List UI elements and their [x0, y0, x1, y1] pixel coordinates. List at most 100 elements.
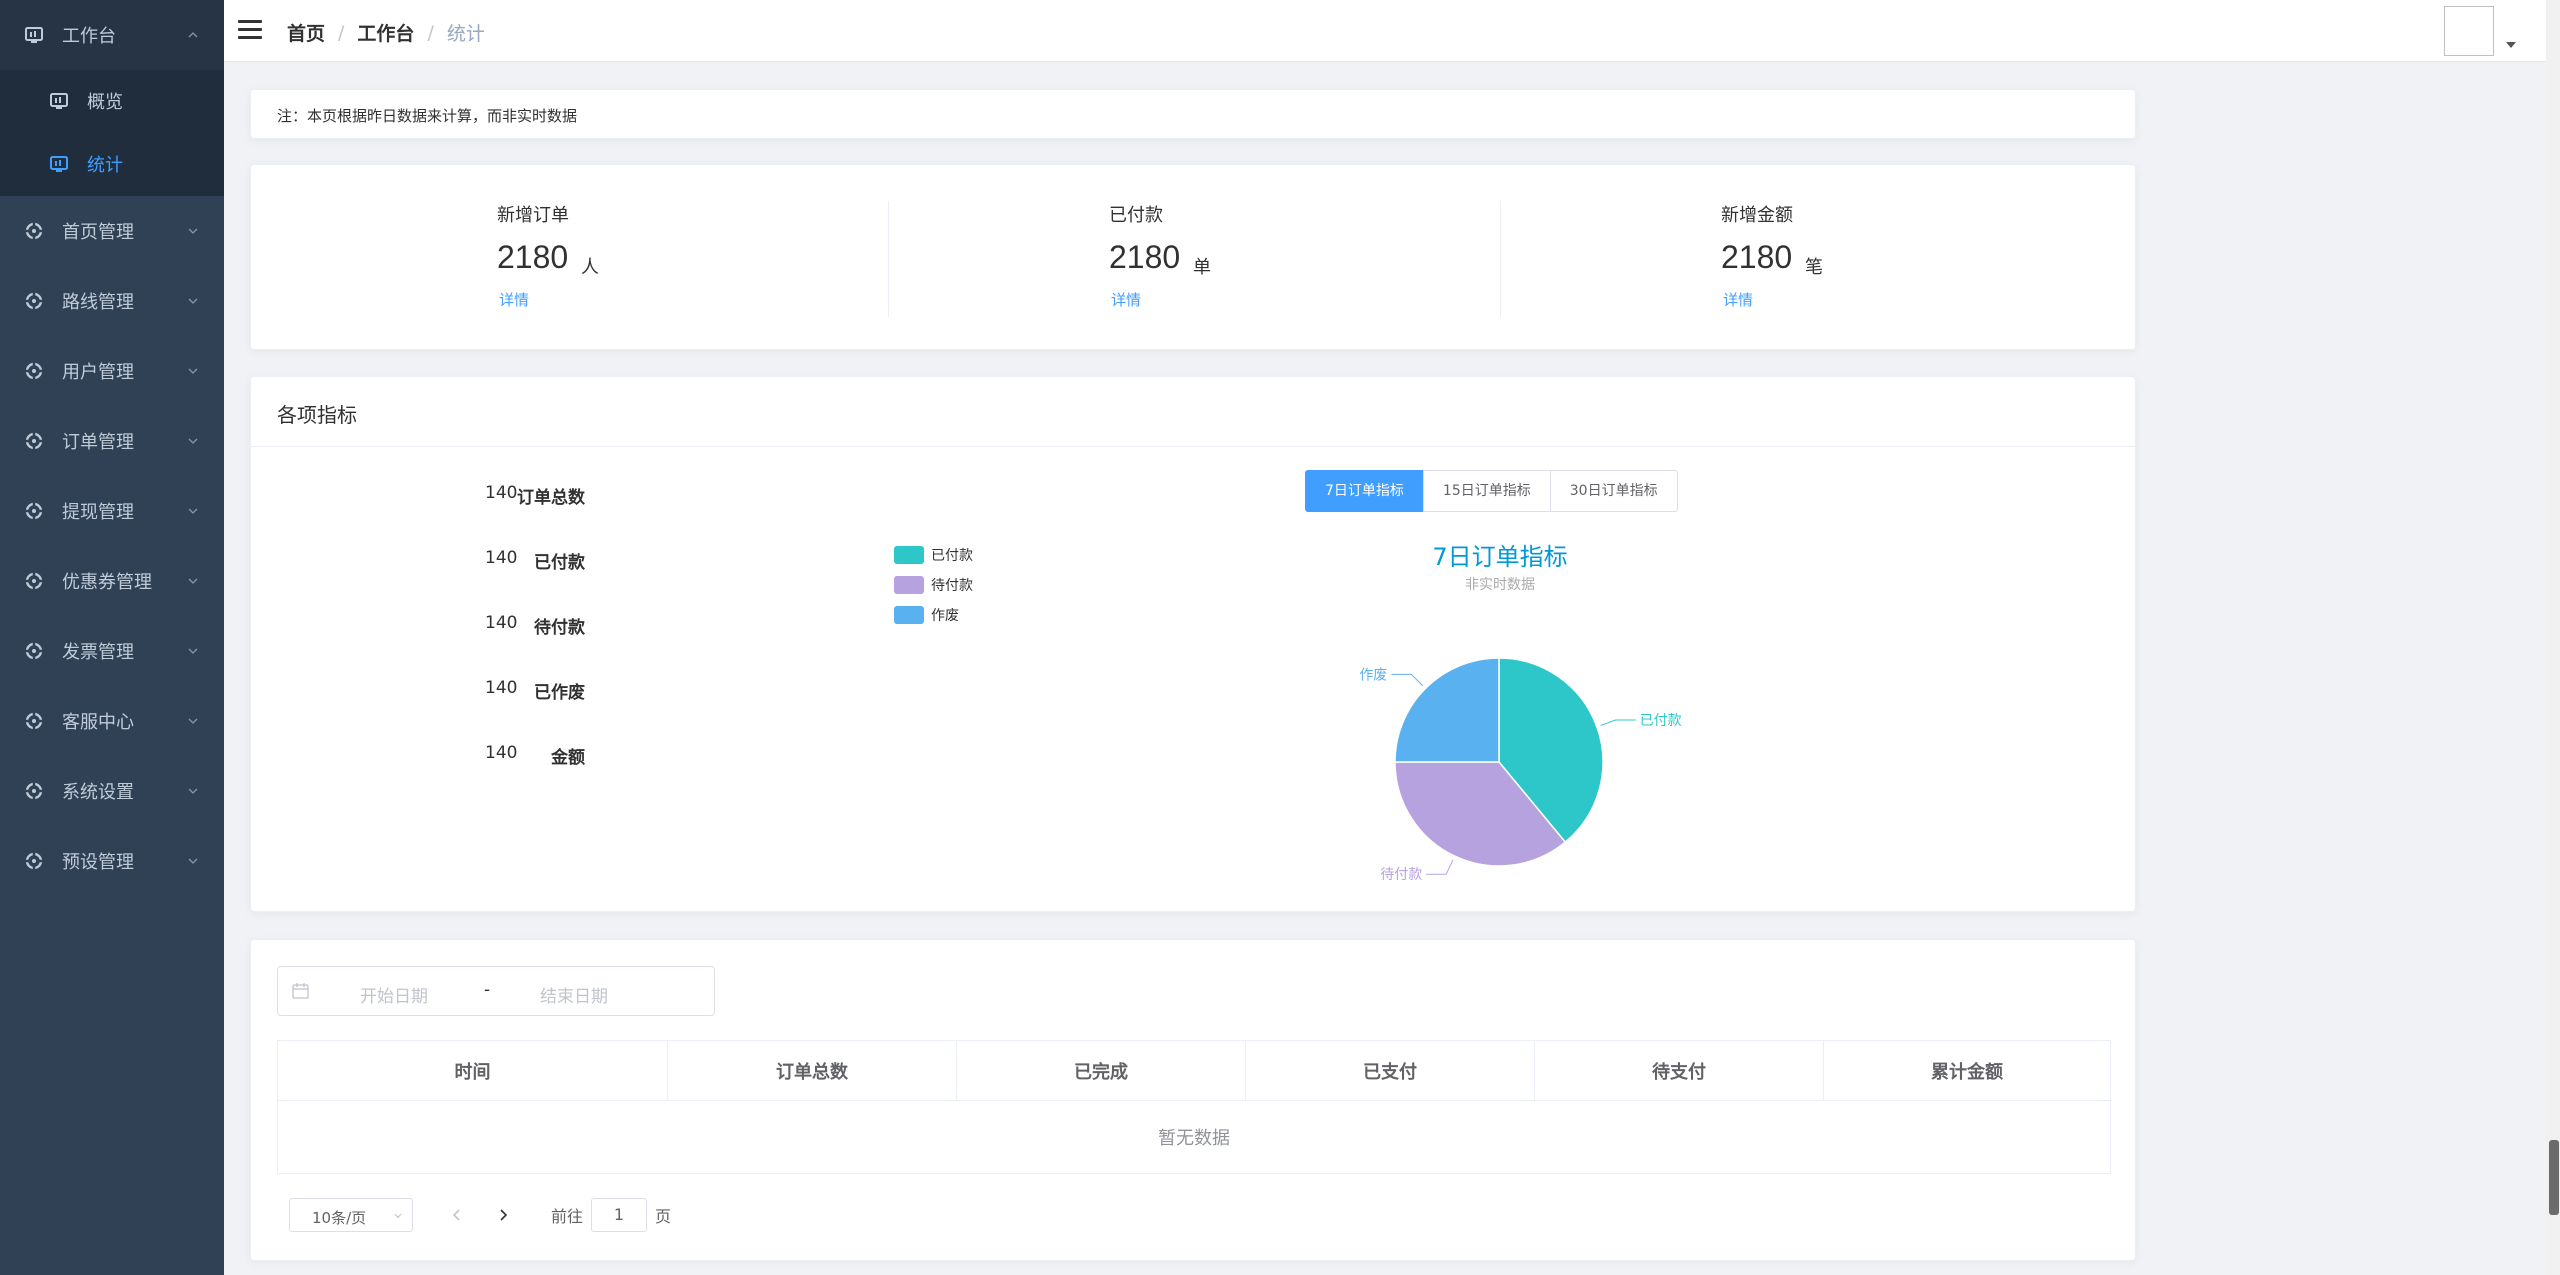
sidebar-item-workbench[interactable]: 工作台	[0, 0, 224, 70]
breadcrumb-separator: /	[427, 21, 434, 44]
divider	[888, 201, 889, 317]
settings-icon	[25, 572, 43, 590]
settings-icon	[25, 852, 43, 870]
stat-value: 2180	[1721, 239, 1793, 275]
metrics-header: 各项指标	[251, 377, 2135, 447]
metric-voided: 已作废 140	[285, 678, 585, 708]
sidebar-item-label: 统计	[87, 155, 123, 176]
sidebar-item-label: 路线管理	[62, 292, 134, 313]
column-header: 待支付	[1535, 1041, 1824, 1100]
end-date-input[interactable]: 结束日期	[540, 987, 608, 1007]
sidebar-item-label: 工作台	[62, 26, 116, 47]
sidebar-item-label: 首页管理	[62, 222, 134, 243]
sidebar-item-3[interactable]: 用户管理	[0, 336, 224, 406]
stat-unit: 笔	[1805, 257, 1823, 278]
tab-15-day[interactable]: 15日订单指标	[1422, 470, 1551, 512]
stat-label: 新增金额	[1721, 205, 1793, 226]
stat-new-orders: 新增订单 2180 人 详情	[497, 165, 1109, 351]
chevron-down-icon	[188, 648, 198, 654]
sidebar-item-6[interactable]: 优惠券管理	[0, 546, 224, 616]
sidebar-item-label: 用户管理	[62, 362, 134, 383]
period-button-group: 7日订单指标 15日订单指标 30日订单指标	[1305, 470, 1678, 512]
sidebar-item-label: 客服中心	[62, 712, 134, 733]
column-header: 时间	[278, 1041, 668, 1100]
metric-label: 已作废	[534, 683, 585, 703]
notice-bar: 注：本页根据昨日数据来计算，而非实时数据	[250, 89, 2136, 139]
sidebar-item-overview[interactable]: 概览	[0, 70, 224, 132]
stat-new-amount: 新增金额 2180 笔 详情	[1721, 165, 2333, 351]
stat-value: 2180	[497, 239, 569, 275]
breadcrumb-workbench[interactable]: 工作台	[357, 23, 415, 45]
sidebar-item-9[interactable]: 系统设置	[0, 756, 224, 826]
metric-paid: 已付款 140	[285, 548, 585, 578]
column-header: 已完成	[957, 1041, 1246, 1100]
range-separator: -	[484, 980, 491, 1000]
metric-value: 140	[485, 678, 518, 698]
legend-item[interactable]: 待付款	[894, 570, 973, 600]
breadcrumb: 首页 / 工作台 / 统计	[287, 19, 485, 46]
avatar[interactable]	[2444, 6, 2494, 56]
metric-total-orders: 订单总数 140	[285, 483, 585, 513]
sidebar-item-4[interactable]: 订单管理	[0, 406, 224, 476]
hamburger-icon[interactable]	[238, 20, 262, 40]
topbar: 首页 / 工作台 / 统计	[224, 0, 2560, 62]
dashboard-icon	[50, 155, 68, 173]
sidebar-item-label: 系统设置	[62, 782, 134, 803]
page-number-input[interactable]: 1	[591, 1198, 648, 1232]
sidebar-item-8[interactable]: 客服中心	[0, 686, 224, 756]
settings-icon	[25, 782, 43, 800]
stat-detail-link[interactable]: 详情	[1723, 291, 1754, 309]
sidebar: 工作台 概览 统计 首页管理路线管理用户管理订单管理 提现管理优惠券管理发票管理客…	[0, 0, 224, 1275]
tab-30-day[interactable]: 30日订单指标	[1549, 470, 1678, 512]
chevron-down-icon	[188, 298, 198, 304]
sidebar-item-7[interactable]: 发票管理	[0, 616, 224, 686]
legend-swatch	[894, 576, 924, 594]
dashboard-icon	[25, 26, 43, 44]
breadcrumb-current: 统计	[446, 23, 485, 45]
legend-item[interactable]: 作废	[894, 600, 973, 630]
chevron-left-icon[interactable]	[447, 1205, 467, 1225]
data-table: 时间 订单总数 已完成 已支付 待支付 累计金额 暂无数据	[277, 1040, 2111, 1174]
stat-detail-link[interactable]: 详情	[499, 291, 530, 309]
page-size-value: 10条/页	[312, 1209, 367, 1227]
settings-icon	[25, 222, 43, 240]
settings-icon	[25, 432, 43, 450]
start-date-input[interactable]: 开始日期	[360, 987, 428, 1007]
sidebar-item-1[interactable]: 首页管理	[0, 196, 224, 266]
scrollbar-thumb[interactable]	[2549, 1140, 2559, 1215]
settings-icon	[25, 712, 43, 730]
settings-icon	[25, 642, 43, 660]
chevron-down-icon	[188, 578, 198, 584]
stat-detail-link[interactable]: 详情	[1111, 291, 1142, 309]
legend-swatch	[894, 606, 924, 624]
legend-item[interactable]: 已付款	[894, 540, 973, 570]
caret-down-icon[interactable]	[2506, 42, 2516, 48]
sidebar-item-statistics[interactable]: 统计	[0, 132, 224, 196]
legend-label: 作废	[931, 608, 959, 624]
tab-7-day[interactable]: 7日订单指标	[1305, 470, 1424, 512]
chevron-down-icon	[394, 1213, 402, 1219]
goto-label: 前往	[551, 1207, 584, 1226]
page-size-select[interactable]: 10条/页	[289, 1198, 413, 1232]
chart-subtitle: 非实时数据	[1465, 577, 1535, 593]
table-card: 开始日期 - 结束日期 时间 订单总数 已完成 已支付 待支付 累计金额 暂无数…	[250, 939, 2136, 1261]
stat-label: 已付款	[1109, 205, 1163, 226]
chevron-right-icon[interactable]	[493, 1205, 513, 1225]
breadcrumb-home[interactable]: 首页	[287, 23, 326, 45]
metric-pending: 待付款 140	[285, 613, 585, 643]
sidebar-item-5[interactable]: 提现管理	[0, 476, 224, 546]
metrics-title: 各项指标	[277, 403, 357, 427]
date-range-picker[interactable]: 开始日期 - 结束日期	[277, 966, 715, 1016]
metric-value: 140	[485, 743, 518, 763]
table-header: 时间 订单总数 已完成 已支付 待支付 累计金额	[278, 1041, 2110, 1101]
scrollbar[interactable]	[2546, 0, 2560, 1275]
settings-icon	[25, 502, 43, 520]
sidebar-item-2[interactable]: 路线管理	[0, 266, 224, 336]
sidebar-item-10[interactable]: 预设管理	[0, 826, 224, 896]
sidebar-item-label: 优惠券管理	[62, 572, 152, 593]
stat-unit: 单	[1193, 257, 1211, 278]
stat-value: 2180	[1109, 239, 1181, 275]
legend-label: 已付款	[931, 548, 973, 564]
sidebar-item-label: 概览	[87, 92, 123, 113]
stat-unit: 人	[581, 257, 599, 278]
